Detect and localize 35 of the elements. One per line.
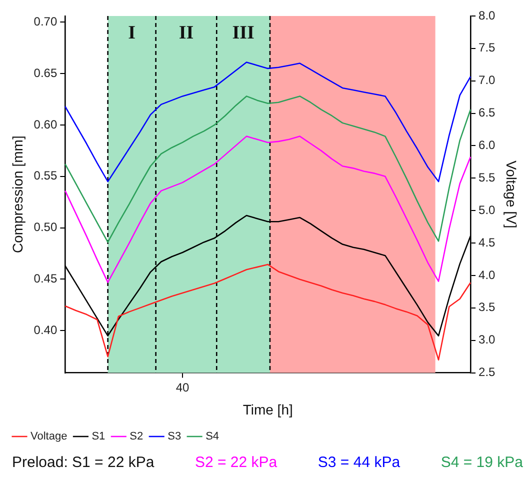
- y-axis-title: Compression [mm]: [9, 136, 26, 254]
- y2-tick-label: 5.5: [478, 170, 496, 184]
- legend-label: S4: [206, 430, 220, 443]
- y2-tick-label: 4.5: [478, 235, 496, 250]
- annotation: III: [232, 22, 254, 44]
- y2-tick-label: 5.0: [478, 202, 496, 217]
- y2-tick-label: 4.0: [478, 268, 496, 282]
- y2-tick-label: 6.5: [478, 106, 496, 120]
- y-tick-label: 0.40: [34, 322, 58, 337]
- y2-tick-label: 3.0: [478, 332, 496, 347]
- y2-tick-label: 6.0: [478, 138, 496, 152]
- legend-label: S2: [130, 430, 144, 443]
- y-tick-label: 0.60: [34, 117, 58, 132]
- legend-label: S1: [92, 430, 106, 443]
- text: Preload: S1 = 22 kPa: [12, 454, 154, 471]
- y2-tick-label: 8.0: [478, 8, 496, 22]
- y-tick-label: 0.45: [34, 272, 58, 286]
- y2-tick-label: 7.5: [478, 40, 496, 55]
- text: S3 = 44 kPa: [318, 454, 400, 471]
- text: S2 = 22 kPa: [194, 454, 278, 471]
- annotation: I: [128, 22, 136, 44]
- y2-axis-title: Voltage [V]: [504, 160, 520, 228]
- legend-label: S3: [168, 430, 182, 443]
- y-tick-label: 0.55: [34, 168, 58, 183]
- y-tick-label: 0.65: [34, 66, 58, 80]
- legend-label: Voltage: [30, 430, 68, 443]
- y-tick-label: 0.50: [34, 220, 58, 234]
- x-axis-title: Time [h]: [242, 401, 293, 418]
- text: S4 = 19 kPa: [440, 454, 523, 471]
- x-tick-label: 40: [176, 380, 190, 394]
- y2-tick-label: 7.0: [478, 73, 496, 88]
- annotation: II: [178, 22, 194, 44]
- y2-tick-label: 2.5: [478, 365, 496, 380]
- y2-tick-label: 3.5: [478, 300, 496, 314]
- y-tick-label: 0.70: [34, 14, 58, 28]
